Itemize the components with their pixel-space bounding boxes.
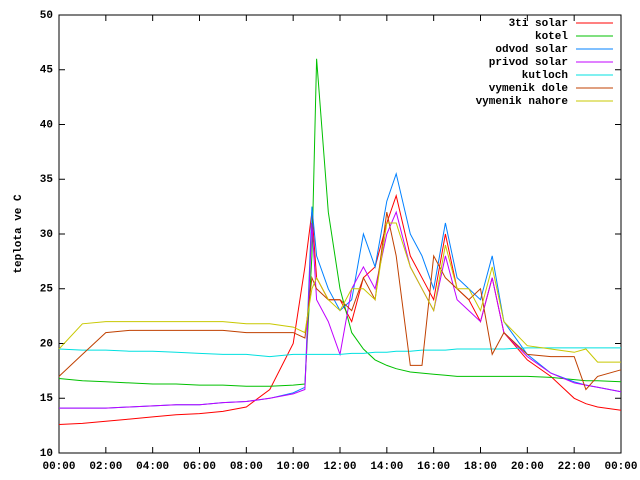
series-line <box>59 171 622 409</box>
legend-label: kotel <box>535 31 568 43</box>
x-tick-label: 00:00 <box>604 461 637 473</box>
y-tick-label: 20 <box>40 338 53 350</box>
x-tick-label: 16:00 <box>417 461 450 473</box>
y-axis-label: teplota ve C <box>13 194 25 274</box>
legend-label: kutloch <box>522 70 568 82</box>
x-tick-label: 00:00 <box>42 461 75 473</box>
y-tick-label: 10 <box>40 448 53 460</box>
x-tick-label: 08:00 <box>230 461 263 473</box>
series-line <box>58 58 622 387</box>
x-tick-label: 14:00 <box>370 461 403 473</box>
x-tick-label: 10:00 <box>277 461 310 473</box>
legend-label: odvod solar <box>495 44 568 56</box>
series-line <box>58 211 622 391</box>
legend-label: 3ti solar <box>509 18 568 30</box>
legend-label: vymenik nahore <box>476 96 569 108</box>
x-tick-label: 02:00 <box>89 461 122 473</box>
y-tick-label: 15 <box>40 393 54 405</box>
x-tick-label: 04:00 <box>136 461 169 473</box>
x-tick-label: 20:00 <box>511 461 544 473</box>
x-tick-label: 06:00 <box>183 461 216 473</box>
series-line <box>58 347 621 358</box>
x-tick-label: 18:00 <box>464 461 497 473</box>
y-tick-label: 45 <box>40 65 54 77</box>
y-tick-label: 30 <box>40 229 53 241</box>
y-tick-label: 25 <box>40 284 54 296</box>
series-line <box>58 222 621 363</box>
legend-label: vymenik dole <box>489 83 569 95</box>
y-tick-label: 35 <box>40 174 54 186</box>
y-tick-label: 40 <box>40 119 53 131</box>
y-tick-label: 50 <box>40 10 53 22</box>
legend-label: privod solar <box>489 57 568 69</box>
x-tick-label: 12:00 <box>323 461 356 473</box>
x-tick-label: 22:00 <box>558 461 591 473</box>
